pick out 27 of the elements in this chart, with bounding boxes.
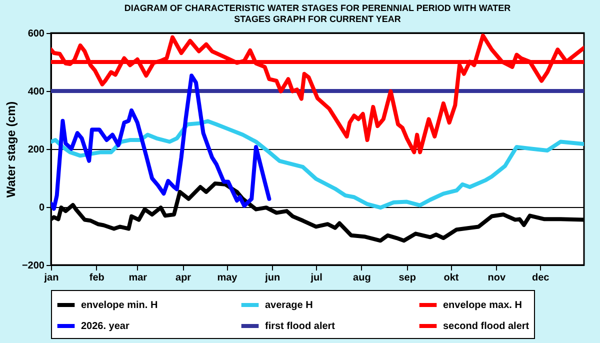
x-tick-label: dec [532,272,550,284]
legend-label: envelope min. H [81,300,158,311]
line-series [51,74,272,211]
x-tick-label: aug [353,272,371,284]
y-axis-title: Water stage (cm) [4,101,18,198]
x-tick-label: okt [444,272,460,284]
y-tick-label: −200 [22,260,45,272]
x-tick-label: mar [128,272,148,284]
y-tick-label: 0 [38,202,45,214]
x-tick-label: jul [310,272,323,284]
legend-label: envelope max. H [443,300,522,311]
y-tick-label: 600 [28,28,45,40]
text: STAGES GRAPH FOR CURRENT YEAR [234,14,401,24]
x-tick-label: nov [488,272,506,284]
x-tick-label: may [217,272,238,284]
text: DIAGRAM OF CHARACTERISTIC WATER STAGES FOR PERENNIAL PERIOD WITH WATER [124,3,511,13]
y-tick-label: 400 [28,86,45,98]
x-tick-label: jun [264,272,280,284]
y-tick-label: 200 [28,144,45,156]
x-tick-label: apr [176,272,192,284]
legend-label: second flood alert [443,321,530,332]
legend-label: first flood alert [265,321,336,332]
x-tick-label: feb [89,272,104,284]
legend-label: average H [265,300,313,311]
legend-label: 2026. year [81,321,130,332]
x-tick-label: jan [43,272,59,284]
x-tick-label: sep [398,272,416,284]
